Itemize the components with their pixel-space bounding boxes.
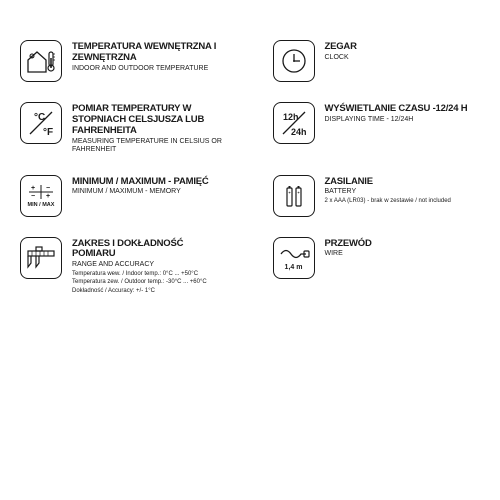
feature-sub: CLOCK xyxy=(325,54,357,62)
feature-title: ZEGAR xyxy=(325,42,357,53)
svg-text:°C: °C xyxy=(34,112,45,123)
feature-temp-in-out: °C TEMPERATURA WEWNĘTRZNA I ZEWNĘTRZNA I… xyxy=(20,40,228,82)
feature-extra: 2 x AAA (LR03) - brak w zestawie / not i… xyxy=(325,198,451,206)
feature-extra3: Dokładność / Accuracy: +/- 1°C xyxy=(72,288,228,296)
text-block: ZAKRES I DOKŁADNOŚĆ POMIARU RANGE AND AC… xyxy=(72,237,228,296)
svg-text:+: + xyxy=(297,190,300,195)
text-block: WYŚWIETLANIE CZASU -12/24 H DISPLAYING T… xyxy=(325,102,468,124)
text-block: TEMPERATURA WEWNĘTRZNA I ZEWNĘTRZNA INDO… xyxy=(72,40,228,73)
svg-text:+: + xyxy=(31,185,35,192)
feature-clock: ZEGAR CLOCK xyxy=(273,40,481,82)
feature-extra1: Temperatura wew. / Indoor temp.: 0°C ...… xyxy=(72,271,228,279)
feature-battery: + + ZASILANIE BATTERY 2 x AAA (LR03) - b… xyxy=(273,175,481,217)
min-max-icon: + − − + MIN / MAX xyxy=(20,175,62,217)
text-block: ZASILANIE BATTERY 2 x AAA (LR03) - brak … xyxy=(325,175,451,206)
time-format-icon: 12h 24h xyxy=(273,102,315,144)
feature-sub: WIRE xyxy=(325,250,372,258)
feature-title: ZAKRES I DOKŁADNOŚĆ POMIARU xyxy=(72,239,228,261)
feature-range: ZAKRES I DOKŁADNOŚĆ POMIARU RANGE AND AC… xyxy=(20,237,228,296)
text-block: MINIMUM / MAXIMUM - PAMIĘĆ MINIMUM / MAX… xyxy=(72,175,209,197)
svg-text:−: − xyxy=(46,185,50,192)
svg-text:+: + xyxy=(288,190,291,195)
feature-sub: BATTERY xyxy=(325,188,451,196)
feature-sub: INDOOR AND OUTDOOR TEMPERATURE xyxy=(72,65,228,73)
svg-text:°F: °F xyxy=(43,127,53,138)
text-block: PRZEWÓD WIRE xyxy=(325,237,372,259)
feature-title: ZASILANIE xyxy=(325,177,451,188)
feature-c-f: °C °F POMIAR TEMPERATURY W STOPNIACH CEL… xyxy=(20,102,228,155)
svg-text:−: − xyxy=(31,193,35,200)
feature-title: MINIMUM / MAXIMUM - PAMIĘĆ xyxy=(72,177,209,188)
icon-label-wire: 1,4 m xyxy=(285,264,303,272)
caliper-icon xyxy=(20,237,62,279)
house-thermometer-icon: °C xyxy=(20,40,62,82)
celsius-fahrenheit-icon: °C °F xyxy=(20,102,62,144)
icon-text-24h: 24h xyxy=(291,127,307,137)
text-block: ZEGAR CLOCK xyxy=(325,40,357,62)
feature-title: POMIAR TEMPERATURY W STOPNIACH CELSJUSZA… xyxy=(72,104,228,137)
feature-wire: 1,4 m PRZEWÓD WIRE xyxy=(273,237,481,296)
feature-sub: RANGE AND ACCURACY xyxy=(72,261,228,269)
feature-min-max: + − − + MIN / MAX MINIMUM / MAXIMUM - PA… xyxy=(20,175,228,217)
feature-title: TEMPERATURA WEWNĘTRZNA I ZEWNĘTRZNA xyxy=(72,42,228,64)
feature-sub: DISPLAYING TIME - 12/24H xyxy=(325,116,468,124)
feature-sub: MEASURING TEMPERATURE IN CELSIUS OR FAHR… xyxy=(72,138,228,155)
feature-title: PRZEWÓD xyxy=(325,239,372,250)
feature-time-format: 12h 24h WYŚWIETLANIE CZASU -12/24 H DISP… xyxy=(273,102,481,155)
cable-icon: 1,4 m xyxy=(273,237,315,279)
feature-title: WYŚWIETLANIE CZASU -12/24 H xyxy=(325,104,468,115)
text-block: POMIAR TEMPERATURY W STOPNIACH CELSJUSZA… xyxy=(72,102,228,155)
icon-label-min-max: MIN / MAX xyxy=(28,202,55,208)
feature-extra2: Temperatura zew. / Outdoor temp.: -30°C … xyxy=(72,279,228,287)
svg-text:+: + xyxy=(46,193,50,200)
icon-text-12h: 12h xyxy=(283,112,299,122)
feature-sub: MINIMUM / MAXIMUM - MEMORY xyxy=(72,188,209,196)
feature-grid: °C TEMPERATURA WEWNĘTRZNA I ZEWNĘTRZNA I… xyxy=(20,40,480,295)
batteries-icon: + + xyxy=(273,175,315,217)
clock-icon xyxy=(273,40,315,82)
